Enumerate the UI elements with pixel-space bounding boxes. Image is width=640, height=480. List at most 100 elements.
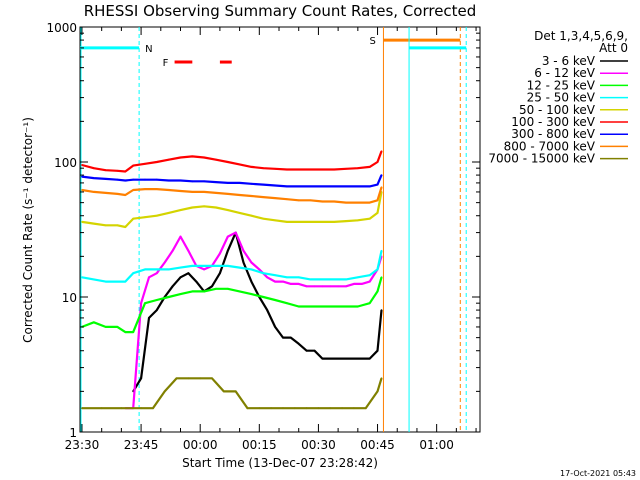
series-point bbox=[203, 156, 206, 159]
series-point bbox=[187, 249, 190, 252]
series-point bbox=[92, 167, 95, 170]
series-point bbox=[345, 285, 347, 288]
series-point bbox=[345, 278, 347, 281]
series-point bbox=[222, 390, 225, 393]
series-point bbox=[380, 309, 383, 311]
series-point bbox=[175, 377, 178, 380]
series-point bbox=[215, 192, 217, 194]
series-point bbox=[356, 201, 359, 204]
series-point bbox=[364, 407, 367, 410]
series-point bbox=[321, 168, 324, 171]
series-point bbox=[215, 181, 217, 184]
series-point bbox=[124, 170, 127, 173]
series-line-5 bbox=[81, 150, 383, 173]
series-point bbox=[376, 290, 379, 293]
x-tick-label: 01:00 bbox=[419, 438, 454, 452]
series-point bbox=[274, 280, 276, 283]
series-point bbox=[179, 190, 182, 192]
series-point bbox=[179, 179, 182, 182]
series-point bbox=[144, 178, 146, 181]
legend-entry-label: 50 - 100 keV bbox=[519, 103, 596, 117]
series-point bbox=[155, 178, 158, 181]
series-point bbox=[132, 164, 135, 167]
series-point bbox=[242, 249, 245, 252]
series-point bbox=[250, 280, 253, 283]
series-point bbox=[356, 305, 359, 308]
series-point bbox=[329, 285, 332, 288]
series-point bbox=[132, 178, 135, 181]
series-point bbox=[238, 182, 241, 184]
legend-entry-label: 300 - 800 keV bbox=[511, 127, 595, 141]
series-point bbox=[368, 357, 371, 360]
series-point bbox=[274, 274, 276, 277]
series-point bbox=[215, 287, 217, 290]
series-point bbox=[238, 212, 241, 214]
series-point bbox=[92, 222, 95, 225]
series-point bbox=[179, 293, 182, 295]
series-point bbox=[81, 221, 83, 223]
series-point bbox=[203, 290, 206, 293]
x-tick-label: 23:30 bbox=[65, 438, 100, 452]
series-point bbox=[132, 331, 135, 333]
y-tick-label: 100 bbox=[54, 156, 77, 170]
series-point bbox=[333, 278, 336, 281]
series-line-2 bbox=[81, 276, 383, 334]
series-point bbox=[250, 166, 253, 168]
series-point bbox=[187, 272, 190, 275]
series-point bbox=[286, 221, 288, 223]
series-point bbox=[246, 407, 249, 410]
series-point bbox=[152, 407, 154, 410]
series-point bbox=[282, 336, 284, 339]
legend-entry-label: 7000 - 15000 keV bbox=[488, 152, 595, 166]
series-point bbox=[262, 183, 265, 186]
series-point bbox=[203, 205, 206, 208]
series-point bbox=[368, 166, 371, 168]
series-point bbox=[211, 285, 213, 288]
series-point bbox=[380, 377, 383, 380]
series-point bbox=[92, 177, 95, 180]
series-point bbox=[297, 168, 300, 171]
series-point bbox=[297, 342, 300, 345]
legend-title: Det 1,3,4,5,6,9, bbox=[534, 29, 628, 43]
series-point bbox=[124, 226, 127, 228]
series-point bbox=[226, 235, 229, 238]
series-point bbox=[155, 272, 158, 275]
series-point bbox=[297, 305, 300, 308]
series-line-7 bbox=[81, 186, 383, 204]
series-point bbox=[215, 158, 217, 161]
series-point bbox=[262, 296, 265, 298]
y-axis-label: Corrected Count Rate (s⁻¹ detector⁻¹) bbox=[21, 117, 35, 343]
flag-layer: N S F bbox=[80, 27, 467, 432]
series-point bbox=[313, 349, 316, 352]
series-point bbox=[341, 407, 343, 410]
flag-label: F bbox=[163, 58, 169, 69]
series-point bbox=[116, 193, 119, 195]
series-point bbox=[203, 268, 206, 271]
series-point bbox=[368, 217, 371, 220]
series-point bbox=[282, 407, 284, 410]
series-point bbox=[104, 192, 107, 194]
series-point bbox=[238, 194, 241, 196]
series-point bbox=[356, 276, 359, 279]
footer-date: 17-Oct-2021 05:43 bbox=[560, 469, 636, 478]
series-point bbox=[81, 407, 83, 410]
series-line-6 bbox=[81, 174, 383, 188]
series-point bbox=[353, 407, 355, 410]
series-point bbox=[321, 221, 324, 223]
series-point bbox=[199, 377, 202, 380]
series-point bbox=[376, 390, 379, 393]
x-tick-label: 23:45 bbox=[124, 438, 159, 452]
series-point bbox=[219, 272, 221, 275]
series-line-8 bbox=[82, 377, 383, 410]
series-point bbox=[368, 302, 371, 305]
series-point bbox=[380, 249, 383, 252]
series-point bbox=[250, 261, 253, 264]
series-line-3 bbox=[81, 250, 383, 283]
series-point bbox=[226, 209, 229, 212]
series-point bbox=[155, 268, 158, 271]
series-point bbox=[104, 169, 107, 172]
series-point bbox=[309, 305, 312, 308]
series-point bbox=[132, 217, 135, 220]
series-point bbox=[226, 249, 229, 252]
series-point bbox=[203, 265, 206, 267]
